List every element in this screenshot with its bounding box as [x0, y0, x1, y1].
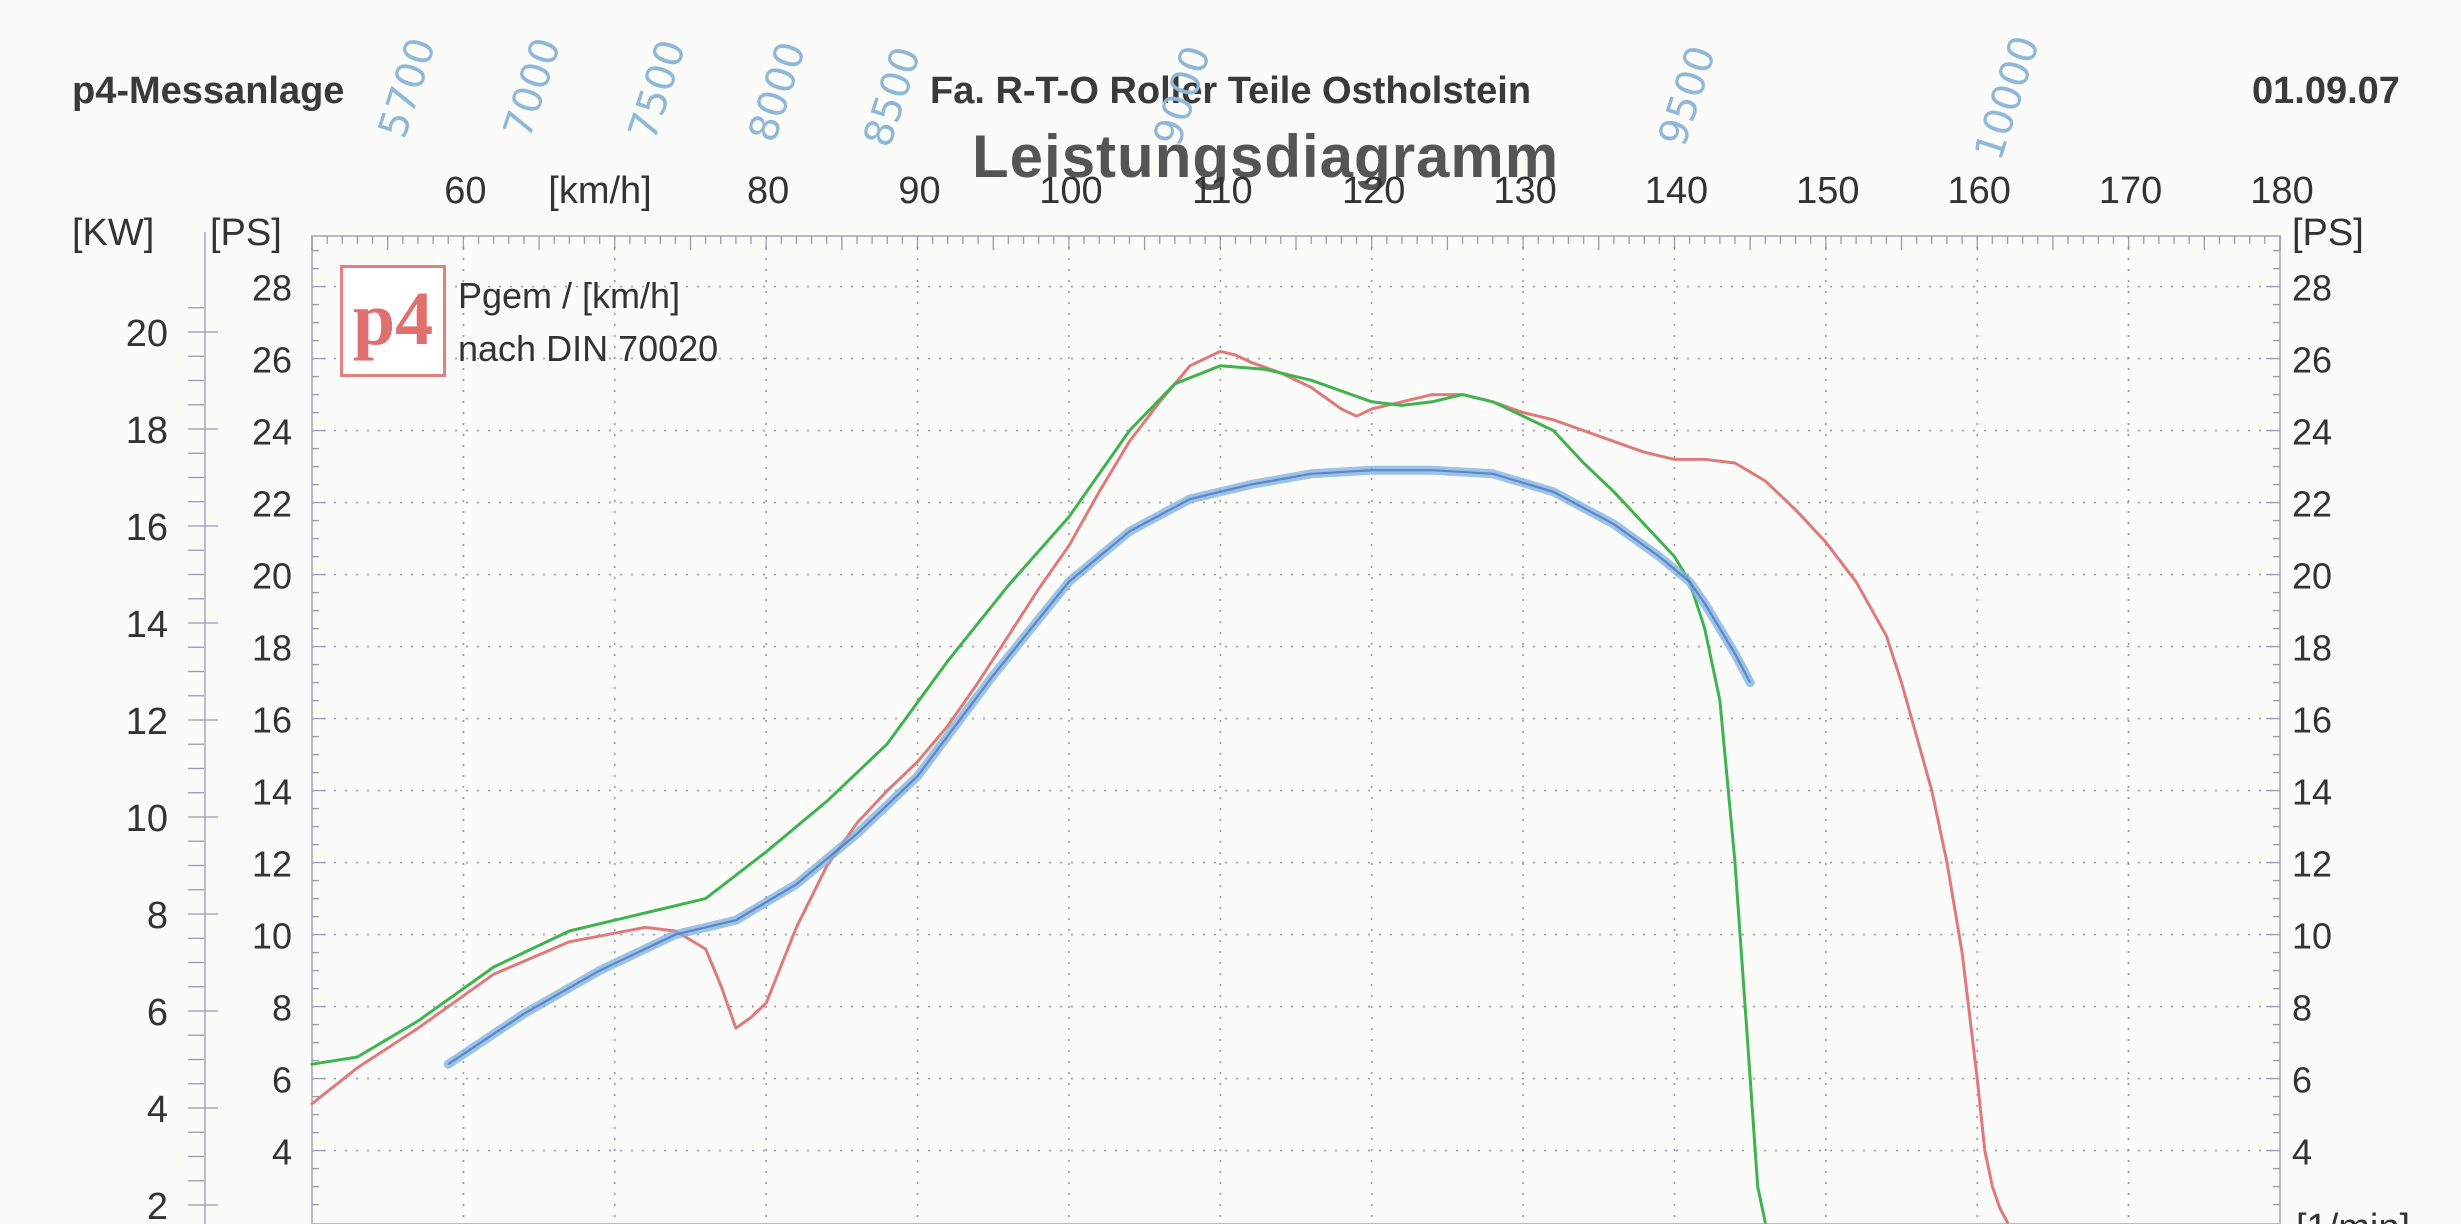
- ps-tick-label-right: 28: [2292, 268, 2332, 309]
- test-date: 01.09.07: [2252, 70, 2400, 112]
- ps-tick-label-left: 8: [272, 988, 292, 1029]
- plot-frame: [311, 235, 2281, 1224]
- x-tick-label: 140: [1645, 170, 1708, 212]
- ps-tick-label-left: 20: [252, 556, 292, 597]
- ps-axis-label-right: [PS]: [2292, 212, 2364, 254]
- ps-tick-label-left: 18: [252, 628, 292, 669]
- ps-tick-label-left: 26: [252, 340, 292, 381]
- ps-tick-label-right: 26: [2292, 340, 2332, 381]
- ps-tick-label-left: 22: [252, 484, 292, 525]
- x-tick-label: 160: [1948, 170, 2011, 212]
- rpm-annotation: 7000: [495, 32, 570, 143]
- rpm-annotation: 7500: [620, 34, 695, 145]
- kw-tick-label: 4: [147, 1089, 168, 1131]
- kw-tick-label: 14: [126, 604, 168, 646]
- x-axis-label: [km/h]: [548, 170, 651, 212]
- x-tick-label: 170: [2099, 170, 2162, 212]
- x-tick-label: 60: [444, 170, 486, 212]
- company-name: Fa. R-T-O Roller Teile Ostholstein: [930, 70, 1532, 112]
- kw-tick-label: 6: [147, 992, 168, 1034]
- ps-tick-label-right: 20: [2292, 556, 2332, 597]
- kw-axis-label: [KW]: [72, 212, 154, 254]
- kw-tick-label: 12: [126, 701, 168, 743]
- ps-tick-label-right: 8: [2292, 988, 2312, 1029]
- ps-tick-label-right: 16: [2292, 700, 2332, 741]
- kw-tick-label: 18: [126, 410, 168, 452]
- legend-line-1: Pgem / [km/h]: [458, 275, 681, 316]
- rpm-annotation: 9000: [1145, 40, 1220, 151]
- ps-tick-label-left: 10: [252, 916, 292, 957]
- rpm-annotation: 8500: [855, 41, 930, 152]
- kw-tick-label: 16: [126, 507, 168, 549]
- ruler-ticks: [188, 232, 2281, 1224]
- x-tick-label: 100: [1039, 170, 1102, 212]
- ps-axis-label-left: [PS]: [210, 212, 282, 254]
- rpm-annotation: 9500: [1650, 40, 1725, 151]
- ps-tick-label-right: 6: [2292, 1060, 2312, 1101]
- ps-tick-label-left: 6: [272, 1060, 292, 1101]
- rpm-annotation: 8000: [740, 36, 815, 147]
- x-tick-label: 110: [1192, 170, 1253, 212]
- kw-tick-label: 2: [147, 1186, 168, 1224]
- ps-tick-label-left: 4: [272, 1132, 292, 1173]
- ps-tick-label-right: 22: [2292, 484, 2332, 525]
- p4-logo-text: p4: [352, 277, 434, 361]
- x-tick-label: 120: [1342, 170, 1405, 212]
- ps-tick-label-right: 14: [2292, 772, 2332, 813]
- rpm-annotation: 10000: [1966, 30, 2049, 165]
- ps-tick-label-left: 24: [252, 412, 292, 453]
- ps-tick-label-right: 10: [2292, 916, 2332, 957]
- lab-name: p4-Messanlage: [72, 70, 345, 112]
- x-tick-label: 80: [747, 170, 789, 212]
- p4-logo: p4: [340, 265, 446, 377]
- chart-title: Leistungsdiagramm: [972, 123, 1560, 190]
- legend-line-2: nach DIN 70020: [458, 328, 719, 369]
- x-tick-label: 90: [898, 170, 940, 212]
- rpm-annotation: 5700: [370, 32, 445, 143]
- series-line-3-core: [447, 469, 1752, 1066]
- rpm-axis-label: [1/min]: [2296, 1207, 2410, 1224]
- ps-tick-label-right: 4: [2292, 1132, 2312, 1173]
- x-tick-label: 130: [1493, 170, 1556, 212]
- kw-tick-label: 10: [126, 798, 168, 840]
- grid: [312, 236, 2280, 1224]
- ps-tick-label-left: 12: [252, 844, 292, 885]
- kw-tick-label: 20: [126, 313, 168, 355]
- ps-tick-label-right: 24: [2292, 412, 2332, 453]
- ps-tick-label-right: 18: [2292, 628, 2332, 669]
- ps-tick-label-left: 28: [252, 268, 292, 309]
- ps-tick-label-left: 14: [252, 772, 292, 813]
- x-tick-label: 180: [2250, 170, 2313, 212]
- ps-tick-label-right: 12: [2292, 844, 2332, 885]
- series-line-3: [443, 465, 1755, 1069]
- ps-tick-label-left: 16: [252, 700, 292, 741]
- kw-tick-label: 8: [147, 895, 168, 937]
- x-tick-label: 150: [1796, 170, 1859, 212]
- series-line-1: [310, 349, 2009, 1224]
